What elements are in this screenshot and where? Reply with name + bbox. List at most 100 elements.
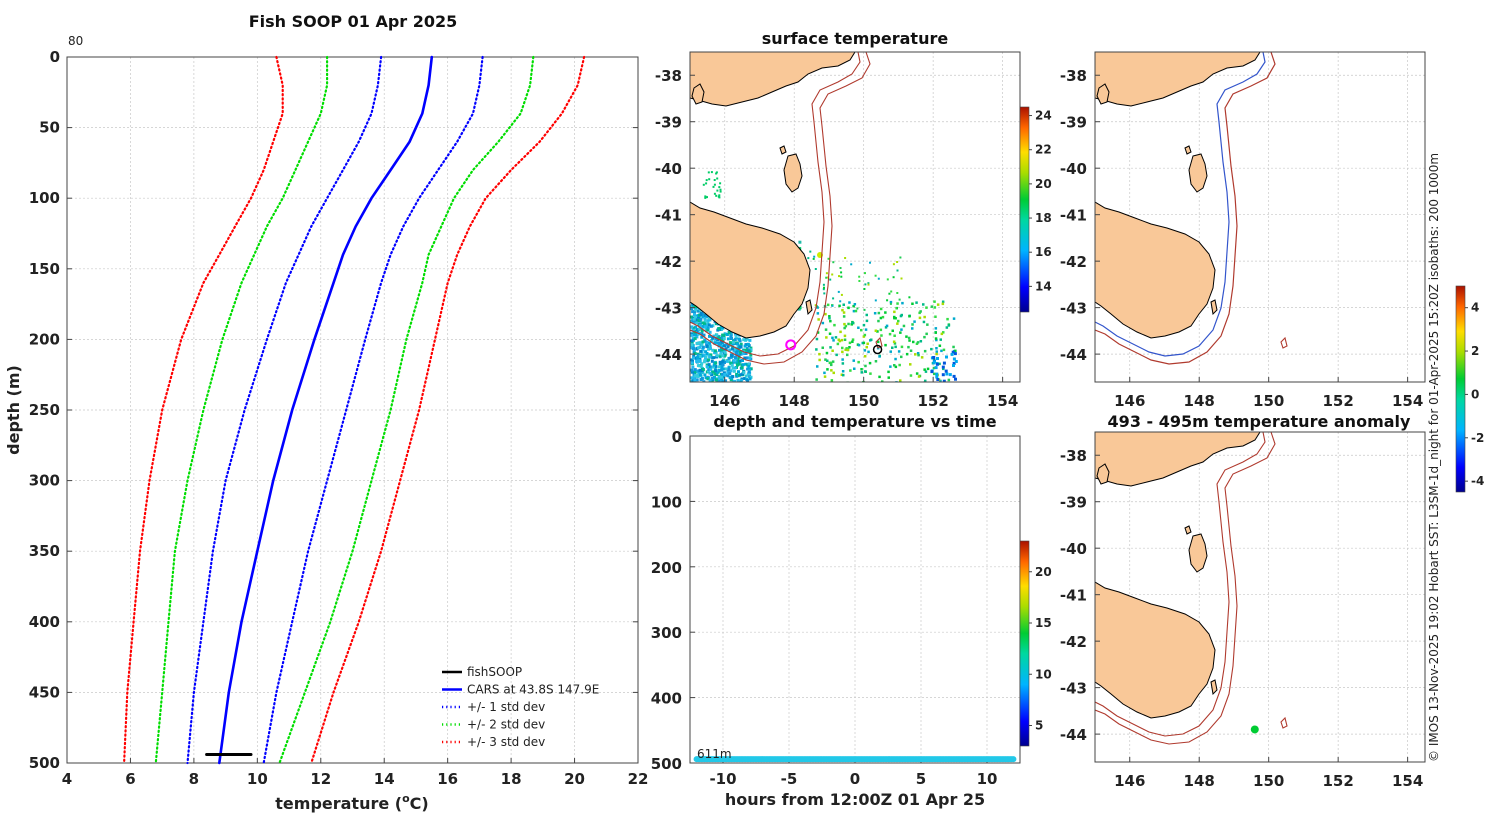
profile-ytick-label: 450: [29, 683, 60, 701]
sst-pixel: [816, 312, 820, 315]
sst-pixel: [694, 308, 698, 312]
sst-pixel: [727, 366, 731, 370]
sst-pixel: [719, 350, 723, 354]
profile-xtick-label: 6: [125, 770, 135, 788]
sst-pixel: [954, 360, 958, 363]
sst-pixel: [708, 378, 712, 382]
side-note: © IMOS 13-Nov-2025 19:02 Hobart SST: L3S…: [1427, 153, 1441, 762]
sst-pixel: [822, 288, 825, 291]
sst-pixel: [691, 305, 695, 309]
sst-pixel: [691, 347, 695, 351]
sst-pixel: [828, 361, 832, 365]
sst-pixel: [897, 319, 900, 323]
timeplot-colorbar: [1019, 540, 1030, 747]
sst-pixel: [724, 347, 728, 351]
sst-pixel: [702, 353, 706, 357]
sst-pixel: [874, 360, 878, 363]
sst-pixel: [712, 365, 715, 369]
isobath-map: 146 148 150 152 154 -38 -39 -40 -41 -42 -43 -44 4 2 0…: [1060, 51, 1484, 493]
sst-pixel: [725, 342, 729, 346]
sst-pixel: [840, 373, 844, 376]
profile-xtick-label: 12: [310, 770, 331, 788]
sst-pixel: [732, 340, 735, 344]
sst-pixel: [743, 356, 747, 360]
sst-pixel: [717, 341, 721, 345]
sst-pixel: [829, 278, 832, 281]
sst-pixel: [741, 352, 745, 356]
map2-colorbar-ticks: 4 2 0 -2 -4: [1465, 301, 1484, 488]
sst-pixel: [714, 369, 718, 373]
sst-pixel: [893, 310, 896, 314]
sst-pixel: [698, 371, 701, 375]
sst-pixel: [692, 317, 696, 321]
sst-pixel: [719, 190, 722, 193]
sst-pixel: [935, 338, 938, 342]
sst-pixel: [886, 278, 889, 281]
sst-pixel: [738, 350, 742, 354]
sst-pixel: [884, 311, 887, 314]
sst-pixel: [749, 353, 753, 357]
sst-pixel: [704, 196, 707, 199]
sst-pixel: [713, 179, 716, 181]
sst-pixel: [706, 369, 710, 373]
sst-pixel: [699, 317, 703, 321]
sst-pixel: [848, 341, 852, 345]
sst-pixel: [858, 280, 861, 282]
colorbar-tick-label: 24: [1035, 109, 1052, 123]
sst-pixel: [734, 356, 737, 359]
sst-pixel: [696, 364, 700, 368]
map-ytick-label: -42: [655, 253, 682, 271]
sst-pixel: [709, 353, 713, 357]
sst-pixel: [707, 316, 711, 320]
sst-pixel: [721, 367, 725, 371]
sst-pixel: [703, 373, 707, 377]
sst-pixel: [860, 371, 863, 374]
sst-pixel: [869, 372, 872, 375]
map-ytick-label: -44: [1060, 346, 1087, 364]
sst-pixel: [909, 363, 912, 366]
sst-pixel: [721, 336, 724, 339]
sst-pixel: [939, 379, 942, 382]
sst-pixel: [706, 319, 710, 323]
sst-pixel: [722, 371, 726, 375]
sst-pixel: [716, 328, 720, 332]
sst-pixel: [865, 345, 868, 349]
sst-pixel: [706, 326, 710, 330]
sst-pixel: [693, 331, 697, 335]
legend-label: +/- 1 std dev: [467, 700, 545, 714]
sst-pixel: [713, 351, 717, 355]
sst-pixel: [710, 373, 714, 377]
sst-pixel: [922, 320, 926, 324]
timeplot-ytick-label: 200: [651, 559, 682, 577]
sst-pixel: [737, 354, 741, 358]
sst-pixel: [729, 361, 733, 365]
map-ytick-label: -40: [1060, 160, 1087, 178]
sst-pixel: [703, 319, 707, 323]
sst-pixel: [748, 356, 752, 360]
sst-pixel: [923, 335, 926, 339]
sst-pixel: [841, 370, 845, 373]
sst-pixel: [698, 308, 702, 312]
profile-ytick-label: 150: [29, 260, 60, 278]
map-ytick-label: -40: [655, 160, 682, 178]
sst-pixel: [840, 293, 843, 296]
sst-pixel: [721, 326, 725, 330]
sst-pixel: [693, 337, 697, 341]
sst-pixel: [807, 257, 810, 260]
map1-grid: [690, 52, 1020, 382]
sst-pixel: [899, 256, 902, 259]
profile-plot: Fish SOOP 01 Apr 2025 80 4 6 8 10 12 14 16 18 20…: [4, 12, 648, 813]
sst-pixel: [691, 359, 694, 363]
profile-xtick-label: 4: [62, 770, 72, 788]
sst-pixel: [690, 333, 694, 337]
profile-series-line: [278, 55, 535, 765]
map-ytick-label: -43: [655, 300, 682, 318]
sst-pixel: [693, 378, 697, 382]
sst-pixel: [818, 352, 821, 356]
sst-pixel: [737, 370, 740, 374]
sst-pixel: [715, 171, 718, 174]
sst-pixel: [828, 332, 832, 335]
colorbar-tick-label: 18: [1035, 211, 1052, 225]
sst-pixel: [703, 325, 707, 329]
sst-pixel: [691, 365, 695, 369]
